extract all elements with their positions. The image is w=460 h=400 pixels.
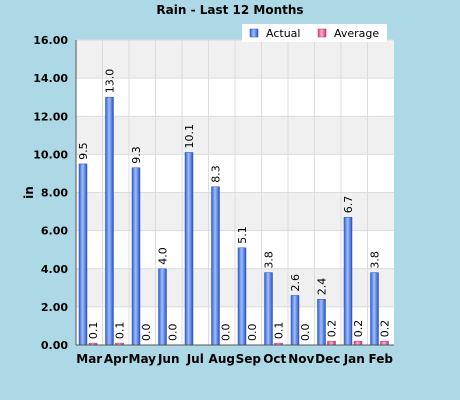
- y-axis-title: in: [22, 186, 36, 199]
- x-category-label: Feb: [369, 352, 394, 366]
- y-tick-label: 2.00: [41, 301, 68, 314]
- data-label-average: 0.2: [379, 320, 392, 338]
- legend-label-average: Average: [334, 27, 379, 40]
- data-label-average: 0.0: [299, 324, 312, 342]
- data-label-average: 0.1: [114, 322, 127, 340]
- x-category-label: May: [129, 352, 157, 366]
- bar-actual: [105, 96, 114, 346]
- data-label-actual: 13.0: [104, 69, 117, 94]
- x-category-label: Jun: [157, 352, 180, 366]
- bar-average: [327, 340, 336, 346]
- x-axis: Mar Apr May Jun Jul Aug Sep Oct Nov Dec Jan Feb: [76, 344, 394, 366]
- bar-actual: [343, 217, 353, 346]
- legend-swatch-actual: [249, 28, 259, 38]
- bars: [78, 96, 389, 346]
- y-tick-label: 8.00: [41, 187, 68, 200]
- bar-average: [353, 340, 363, 346]
- y-tick-label: 12.00: [33, 110, 68, 123]
- bar-actual: [131, 167, 141, 346]
- data-label-average: 0.1: [273, 322, 286, 340]
- data-label-actual: 2.4: [316, 278, 329, 296]
- legend-box: [242, 24, 387, 42]
- bar-actual: [158, 268, 167, 346]
- data-label-actual: 6.7: [342, 196, 355, 214]
- x-category-label: Nov: [288, 352, 314, 366]
- bar-actual: [211, 186, 220, 346]
- x-category-label: Sep: [236, 352, 262, 366]
- data-label-average: 0.2: [352, 320, 365, 338]
- data-label-actual: 3.8: [263, 251, 276, 269]
- data-labels: 9.5 0.1 13.0 0.1 9.3 0.0 4.0 0.0 10.1 8.3 0.0 5.1 0.…: [77, 69, 392, 341]
- x-category-label: Oct: [263, 352, 286, 366]
- x-category-label: Jul: [186, 352, 204, 366]
- data-label-actual: 4.0: [157, 247, 170, 265]
- bar-actual: [78, 163, 88, 346]
- y-tick-label: 6.00: [41, 225, 68, 238]
- bar-actual: [264, 272, 273, 346]
- x-category-label: Dec: [315, 352, 340, 366]
- x-category-label: Aug: [209, 352, 235, 366]
- bar-actual: [237, 247, 247, 346]
- y-tick-label: 16.00: [33, 34, 68, 47]
- bar-average: [380, 340, 389, 346]
- legend: Actual Average: [242, 24, 387, 42]
- y-tick-label: 10.00: [33, 148, 68, 161]
- data-label-actual: 5.1: [236, 226, 249, 244]
- data-label-actual: 8.3: [210, 165, 223, 183]
- x-category-label: Mar: [76, 352, 102, 366]
- data-label-actual: 3.8: [369, 251, 382, 269]
- legend-label-actual: Actual: [266, 27, 300, 40]
- y-tick-label: 4.00: [41, 263, 68, 276]
- data-label-average: 0.0: [220, 324, 233, 342]
- data-label-actual: 9.5: [77, 142, 90, 160]
- y-axis: 0.00 2.00 4.00 6.00 8.00 10.00 12.00 14.00 16.00: [33, 34, 77, 352]
- y-tick-label: 14.00: [33, 72, 68, 85]
- data-label-average: 0.0: [167, 324, 180, 342]
- y-tick-label: 0.00: [41, 339, 68, 352]
- bar-actual: [317, 299, 326, 346]
- x-category-label: Apr: [104, 352, 128, 366]
- bar-actual: [184, 152, 194, 346]
- chart-title: Rain - Last 12 Months: [156, 3, 303, 17]
- data-label-actual: 2.6: [289, 274, 302, 292]
- data-label-actual: 9.3: [130, 146, 143, 164]
- bar-actual: [370, 272, 379, 346]
- data-label-average: 0.1: [87, 322, 100, 340]
- data-label-actual: 10.1: [183, 124, 196, 149]
- data-label-average: 0.0: [246, 324, 259, 342]
- x-category-label: Jan: [343, 352, 365, 366]
- bar-actual: [290, 295, 300, 346]
- data-label-average: 0.2: [326, 320, 339, 338]
- legend-swatch-average: [317, 28, 327, 38]
- data-label-average: 0.0: [140, 324, 153, 342]
